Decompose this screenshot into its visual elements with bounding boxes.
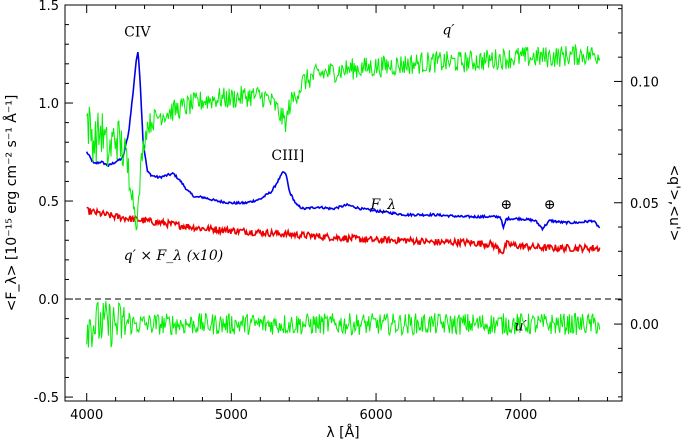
y-tick-label-right: 0.05 <box>630 197 659 212</box>
x-tick-label: 5000 <box>215 408 248 423</box>
y-tick-label-left: 1.5 <box>38 0 59 14</box>
annotation-label: u′ <box>515 318 528 334</box>
y-tick-label-right: 0.10 <box>630 75 659 90</box>
x-tick-label: 7000 <box>504 408 537 423</box>
annotation-label: q′ × F_λ (x10) <box>124 248 223 264</box>
plot-frame <box>64 4 623 402</box>
y-tick-label-left: 0.5 <box>38 195 59 210</box>
y-tick-label-left: 1.0 <box>38 97 59 112</box>
annotation-label: CIV <box>124 24 151 40</box>
annotation-label: ⊕ <box>544 197 556 213</box>
x-tick-label: 6000 <box>360 408 393 423</box>
series-layer <box>85 44 601 348</box>
series-line-3 <box>86 301 601 348</box>
annotation-label: ⊕ <box>500 197 512 213</box>
y-tick-label-left: 0.0 <box>38 293 59 308</box>
axes-layer: 4000 5000 6000 7000 -0.5 0.0 0.5 1.0 1.5 0.00 0.05… <box>34 0 659 423</box>
series-line-2 <box>86 44 601 232</box>
x-tick-label: 4000 <box>70 408 103 423</box>
y-axis-title-left: <F_λ> [10⁻¹⁵ erg cm⁻² s⁻¹ Å⁻¹] <box>3 95 20 312</box>
series-line-0 <box>85 51 601 232</box>
y-tick-label-right: 0.00 <box>630 318 659 333</box>
x-axis-title: λ [Å] <box>326 424 359 441</box>
y-axis-title-right: <q'>,<u'> <box>666 165 681 242</box>
y-tick-label-left: -0.5 <box>34 391 59 406</box>
annotation-layer: CIV CIII] F_λ q′ × F_λ (x10) q′ u′ ⊕ ⊕ <box>124 22 556 334</box>
annotation-label: q′ <box>442 22 455 38</box>
annotation-label: CIII] <box>271 148 304 164</box>
annotation-label: F_λ <box>369 197 396 213</box>
series-line-1 <box>86 206 601 256</box>
